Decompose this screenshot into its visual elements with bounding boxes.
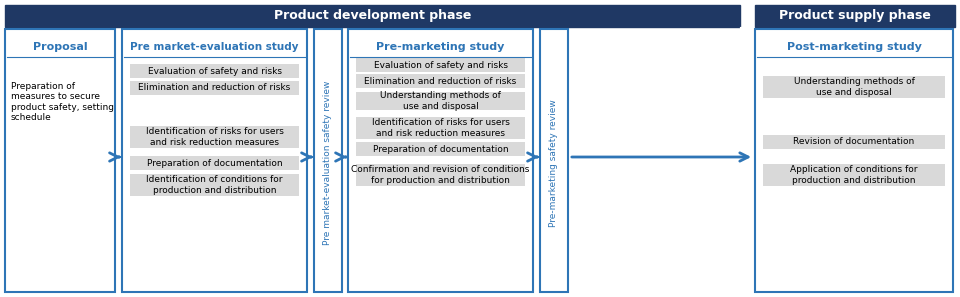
FancyBboxPatch shape bbox=[5, 29, 115, 292]
Text: Evaluation of safety and risks: Evaluation of safety and risks bbox=[148, 67, 281, 75]
FancyBboxPatch shape bbox=[348, 29, 533, 292]
Text: Identification of conditions for
production and distribution: Identification of conditions for product… bbox=[146, 175, 283, 195]
Text: Evaluation of safety and risks: Evaluation of safety and risks bbox=[373, 61, 508, 69]
Text: Revision of documentation: Revision of documentation bbox=[793, 138, 915, 146]
Text: Elimination and reduction of risks: Elimination and reduction of risks bbox=[365, 77, 516, 86]
FancyBboxPatch shape bbox=[356, 142, 525, 156]
FancyBboxPatch shape bbox=[763, 135, 945, 149]
Text: Elimination and reduction of risks: Elimination and reduction of risks bbox=[138, 83, 291, 92]
Text: Understanding methods of
use and disposal: Understanding methods of use and disposa… bbox=[380, 91, 501, 111]
FancyBboxPatch shape bbox=[755, 5, 955, 27]
FancyBboxPatch shape bbox=[763, 164, 945, 186]
Text: Post-marketing study: Post-marketing study bbox=[786, 42, 922, 52]
Text: Pre market-evaluation study: Pre market-evaluation study bbox=[131, 42, 299, 52]
Text: Identification of risks for users
and risk reduction measures: Identification of risks for users and ri… bbox=[146, 127, 283, 147]
FancyBboxPatch shape bbox=[130, 156, 299, 170]
FancyBboxPatch shape bbox=[130, 64, 299, 78]
FancyBboxPatch shape bbox=[130, 81, 299, 95]
Text: Product development phase: Product development phase bbox=[274, 10, 471, 23]
FancyBboxPatch shape bbox=[314, 29, 342, 292]
FancyBboxPatch shape bbox=[763, 76, 945, 98]
Text: Application of conditions for
production and distribution: Application of conditions for production… bbox=[790, 165, 918, 185]
Text: Understanding methods of
use and disposal: Understanding methods of use and disposa… bbox=[794, 77, 915, 97]
FancyBboxPatch shape bbox=[130, 126, 299, 148]
Text: Pre-marketing study: Pre-marketing study bbox=[376, 42, 505, 52]
Text: Pre-marketing safety review: Pre-marketing safety review bbox=[549, 99, 559, 227]
Text: Preparation of documentation: Preparation of documentation bbox=[147, 159, 282, 168]
FancyBboxPatch shape bbox=[356, 74, 525, 88]
FancyBboxPatch shape bbox=[130, 174, 299, 196]
Text: Preparation of
measures to secure
product safety, setting
schedule: Preparation of measures to secure produc… bbox=[11, 82, 114, 122]
Text: Product supply phase: Product supply phase bbox=[780, 10, 931, 23]
Text: Preparation of documentation: Preparation of documentation bbox=[372, 145, 508, 154]
FancyBboxPatch shape bbox=[356, 164, 525, 186]
Text: Pre market-evaluation safety review: Pre market-evaluation safety review bbox=[324, 81, 332, 245]
Text: Identification of risks for users
and risk reduction measures: Identification of risks for users and ri… bbox=[372, 118, 510, 138]
FancyBboxPatch shape bbox=[5, 5, 740, 27]
FancyBboxPatch shape bbox=[755, 29, 953, 292]
FancyBboxPatch shape bbox=[356, 92, 525, 110]
FancyBboxPatch shape bbox=[122, 29, 307, 292]
FancyBboxPatch shape bbox=[356, 58, 525, 72]
FancyBboxPatch shape bbox=[540, 29, 568, 292]
FancyBboxPatch shape bbox=[356, 117, 525, 139]
Text: Confirmation and revision of conditions
for production and distribution: Confirmation and revision of conditions … bbox=[351, 165, 530, 185]
Text: Proposal: Proposal bbox=[33, 42, 87, 52]
